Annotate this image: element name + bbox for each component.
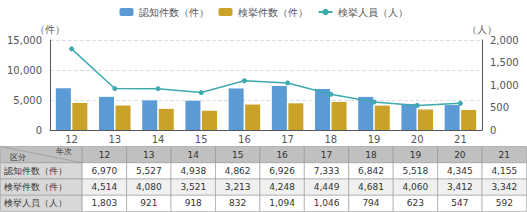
- svg-text:16: 16: [238, 134, 251, 145]
- svg-text:13: 13: [108, 134, 121, 145]
- svg-text:0: 0: [36, 125, 42, 136]
- svg-text:認知件数（件）: 認知件数（件）: [139, 7, 209, 18]
- svg-text:918: 918: [185, 198, 202, 208]
- svg-text:検挙件数（件）: 検挙件数（件）: [4, 182, 67, 192]
- svg-text:623: 623: [407, 198, 424, 208]
- svg-text:（人）: （人）: [467, 24, 497, 35]
- svg-text:4,681: 4,681: [358, 182, 384, 192]
- svg-text:5,000: 5,000: [13, 95, 42, 106]
- svg-text:17: 17: [321, 150, 332, 160]
- svg-text:2,000: 2,000: [490, 35, 519, 46]
- svg-text:1,094: 1,094: [269, 198, 295, 208]
- svg-text:認知件数（件）: 認知件数（件）: [4, 166, 67, 176]
- svg-text:921: 921: [140, 198, 157, 208]
- svg-text:19: 19: [410, 150, 422, 160]
- svg-text:19: 19: [368, 134, 381, 145]
- svg-text:1,500: 1,500: [490, 57, 519, 68]
- svg-text:21: 21: [499, 150, 510, 160]
- svg-text:4,862: 4,862: [225, 166, 251, 176]
- svg-text:検挙人員（人）: 検挙人員（人）: [338, 7, 408, 18]
- svg-text:3,521: 3,521: [180, 182, 206, 192]
- svg-text:6,842: 6,842: [358, 166, 384, 176]
- svg-text:5,527: 5,527: [136, 166, 162, 176]
- svg-text:4,449: 4,449: [314, 182, 340, 192]
- svg-text:4,080: 4,080: [136, 182, 162, 192]
- svg-text:20: 20: [454, 150, 466, 160]
- svg-text:21: 21: [454, 134, 467, 145]
- svg-text:832: 832: [229, 198, 246, 208]
- svg-text:10,000: 10,000: [7, 65, 42, 76]
- svg-text:18: 18: [324, 134, 337, 145]
- svg-text:区分: 区分: [10, 153, 26, 162]
- svg-text:0: 0: [490, 125, 496, 136]
- svg-text:15: 15: [232, 150, 243, 160]
- svg-text:1,000: 1,000: [490, 80, 519, 91]
- svg-text:6,926: 6,926: [269, 166, 295, 176]
- svg-text:4,155: 4,155: [491, 166, 517, 176]
- svg-text:794: 794: [362, 198, 379, 208]
- svg-text:4,345: 4,345: [447, 166, 473, 176]
- svg-text:（件）: （件）: [35, 24, 65, 35]
- svg-text:4,938: 4,938: [180, 166, 206, 176]
- svg-text:4,514: 4,514: [92, 182, 118, 192]
- svg-text:14: 14: [188, 150, 200, 160]
- svg-text:3,213: 3,213: [225, 182, 251, 192]
- svg-text:3,342: 3,342: [491, 182, 517, 192]
- svg-text:14: 14: [152, 134, 165, 145]
- svg-text:検挙人員（人）: 検挙人員（人）: [4, 198, 67, 208]
- svg-text:3,412: 3,412: [447, 182, 473, 192]
- svg-text:15,000: 15,000: [7, 35, 42, 46]
- svg-text:12: 12: [99, 150, 110, 160]
- svg-text:1,803: 1,803: [92, 198, 118, 208]
- svg-text:12: 12: [65, 134, 78, 145]
- svg-text:592: 592: [496, 198, 513, 208]
- svg-text:500: 500: [490, 102, 509, 113]
- svg-text:1,046: 1,046: [314, 198, 340, 208]
- svg-text:6,970: 6,970: [92, 166, 118, 176]
- svg-text:16: 16: [276, 150, 288, 160]
- svg-text:20: 20: [411, 134, 424, 145]
- svg-text:年次: 年次: [56, 147, 72, 156]
- svg-text:18: 18: [365, 150, 377, 160]
- svg-text:5,518: 5,518: [403, 166, 429, 176]
- svg-text:4,248: 4,248: [269, 182, 295, 192]
- svg-text:547: 547: [451, 198, 468, 208]
- svg-text:13: 13: [143, 150, 154, 160]
- svg-text:15: 15: [195, 134, 208, 145]
- svg-text:17: 17: [281, 134, 294, 145]
- svg-text:検挙件数（件）: 検挙件数（件）: [238, 7, 308, 18]
- svg-text:7,333: 7,333: [314, 166, 340, 176]
- svg-text:4,060: 4,060: [403, 182, 429, 192]
